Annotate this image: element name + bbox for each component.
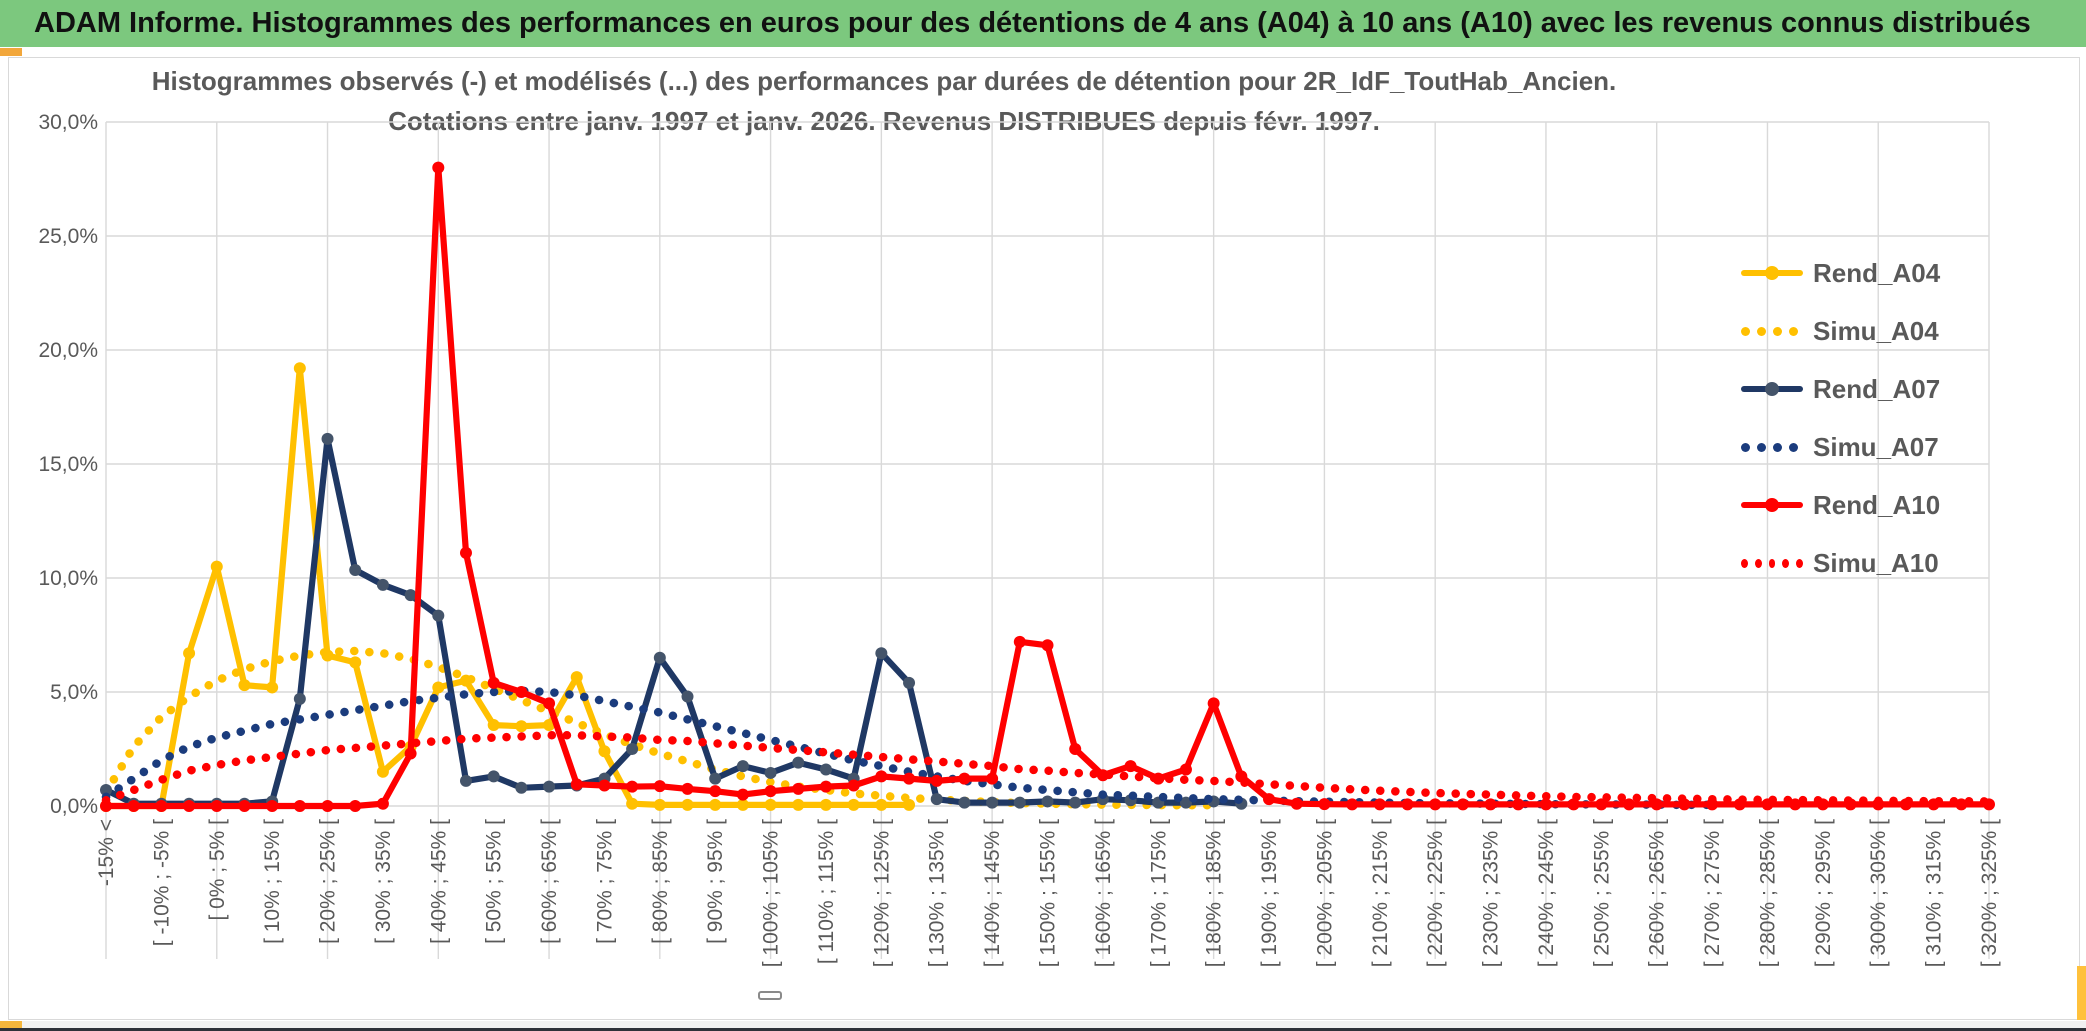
svg-text:[ 290% ; 295% [: [ 290% ; 295% [ <box>1812 819 1835 967</box>
legend-item-simu-a07[interactable]: Simu_A07 <box>1741 430 2021 464</box>
legend-label: Rend_A07 <box>1813 373 1941 404</box>
dotted-line-sample-icon <box>1741 556 1803 570</box>
svg-text:[ 300% ; 305% [: [ 300% ; 305% [ <box>1867 819 1890 967</box>
svg-text:[ 100% ; 105% [: [ 100% ; 105% [ <box>760 819 783 967</box>
svg-text:10,0%: 10,0% <box>38 567 98 590</box>
svg-text:25,0%: 25,0% <box>38 225 98 248</box>
svg-text:[ 20% ; 25% [: [ 20% ; 25% [ <box>317 819 340 944</box>
svg-text:[ 270% ; 275% [: [ 270% ; 275% [ <box>1701 819 1724 967</box>
svg-text:[ 140% ; 145% [: [ 140% ; 145% [ <box>981 819 1004 967</box>
svg-text:[ 110% ; 115% [: [ 110% ; 115% [ <box>815 819 838 964</box>
window-bottom-edge <box>0 1028 2086 1031</box>
accent-bar-bottom-left <box>0 1021 22 1031</box>
legend: Rend_A04 Simu_A04 Rend_A07 Simu_A07 Rend… <box>1741 256 2021 580</box>
dotted-line-sample-icon <box>1741 440 1803 454</box>
svg-text:[ 40% ; 45% [: [ 40% ; 45% [ <box>427 819 450 944</box>
svg-text:[ 250% ; 255% [: [ 250% ; 255% [ <box>1590 819 1613 967</box>
solid-line-sample-icon <box>1741 266 1803 280</box>
svg-text:[ 320% ; 325% [: [ 320% ; 325% [ <box>1978 819 2001 967</box>
chart-title: Histogrammes observés (-) et modélisés (… <box>114 61 1654 141</box>
solid-line-sample-icon <box>1741 382 1803 396</box>
svg-text:[ 0% ; 5% [: [ 0% ; 5% [ <box>206 819 229 921</box>
chart-frame: Histogrammes observés (-) et modélisés (… <box>8 57 2080 1020</box>
svg-text:[ 70% ; 75% [: [ 70% ; 75% [ <box>593 819 616 944</box>
legend-item-simu-a04[interactable]: Simu_A04 <box>1741 314 2021 348</box>
svg-text:[ 190% ; 195% [: [ 190% ; 195% [ <box>1258 819 1281 967</box>
legend-item-rend-a10[interactable]: Rend_A10 <box>1741 488 2021 522</box>
legend-label: Simu_A07 <box>1813 431 1939 462</box>
svg-text:[ 260% ; 265% [: [ 260% ; 265% [ <box>1646 819 1669 967</box>
svg-text:[ 30% ; 35% [: [ 30% ; 35% [ <box>372 819 395 944</box>
accent-bar-bottom-right <box>2077 966 2086 1020</box>
accent-bar-top-left <box>0 48 22 56</box>
header-bar: ADAM Informe. Histogrammes des performan… <box>0 0 2086 47</box>
chart-title-line1: Histogrammes observés (-) et modélisés (… <box>151 66 1617 96</box>
svg-text:5,0%: 5,0% <box>50 681 98 704</box>
legend-label: Simu_A04 <box>1813 315 1939 346</box>
legend-label: Rend_A10 <box>1813 489 1941 520</box>
svg-text:-15% <: -15% < <box>95 819 118 886</box>
svg-text:[ 210% ; 215% [: [ 210% ; 215% [ <box>1369 819 1392 967</box>
solid-line-sample-icon <box>1741 498 1803 512</box>
svg-text:[ 170% ; 175% [: [ 170% ; 175% [ <box>1147 819 1170 967</box>
bottom-strip <box>0 1021 2086 1031</box>
svg-text:30,0%: 30,0% <box>38 111 98 134</box>
svg-text:[ -10% ; -5% [: [ -10% ; -5% [ <box>150 819 173 946</box>
svg-text:0,0%: 0,0% <box>50 795 98 818</box>
svg-text:15,0%: 15,0% <box>38 453 98 476</box>
svg-text:20,0%: 20,0% <box>38 339 98 362</box>
chart-title-line2: Cotations entre janv. 1997 et janv. 2026… <box>388 106 1380 136</box>
svg-text:[ 90% ; 95% [: [ 90% ; 95% [ <box>704 819 727 944</box>
svg-text:[ 80% ; 85% [: [ 80% ; 85% [ <box>649 819 672 944</box>
legend-label: Rend_A04 <box>1813 257 1941 288</box>
svg-text:[ 60% ; 65% [: [ 60% ; 65% [ <box>538 819 561 944</box>
dotted-line-sample-icon <box>1741 324 1803 338</box>
legend-item-rend-a07[interactable]: Rend_A07 <box>1741 372 2021 406</box>
svg-text:[ 310% ; 315% [: [ 310% ; 315% [ <box>1923 819 1946 967</box>
svg-text:[ 160% ; 165% [: [ 160% ; 165% [ <box>1092 819 1115 967</box>
legend-item-simu-a10[interactable]: Simu_A10 <box>1741 546 2021 580</box>
svg-text:[ 240% ; 245% [: [ 240% ; 245% [ <box>1535 819 1558 967</box>
svg-text:[ 220% ; 225% [: [ 220% ; 225% [ <box>1424 819 1447 967</box>
svg-text:[ 120% ; 125% [: [ 120% ; 125% [ <box>870 819 893 967</box>
svg-text:[ 180% ; 185% [: [ 180% ; 185% [ <box>1203 819 1226 967</box>
legend-item-rend-a04[interactable]: Rend_A04 <box>1741 256 2021 290</box>
page-title: ADAM Informe. Histogrammes des performan… <box>34 7 2031 39</box>
scrollbar-grip[interactable] <box>758 991 782 1000</box>
svg-text:[ 130% ; 135% [: [ 130% ; 135% [ <box>926 819 949 967</box>
svg-text:[ 150% ; 155% [: [ 150% ; 155% [ <box>1037 819 1060 967</box>
svg-text:[ 50% ; 55% [: [ 50% ; 55% [ <box>483 819 506 944</box>
svg-text:[ 230% ; 235% [: [ 230% ; 235% [ <box>1480 819 1503 967</box>
legend-label: Simu_A10 <box>1813 547 1939 578</box>
svg-text:[ 200% ; 205% [: [ 200% ; 205% [ <box>1313 819 1336 967</box>
svg-text:[ 280% ; 285% [: [ 280% ; 285% [ <box>1756 819 1779 967</box>
svg-text:[ 10% ; 15% [: [ 10% ; 15% [ <box>261 819 284 944</box>
chart-canvas: 0,0% 5,0% 10,0% 15,0% 20,0% 25,0% 30,0% -15% < [… <box>38 111 2001 967</box>
